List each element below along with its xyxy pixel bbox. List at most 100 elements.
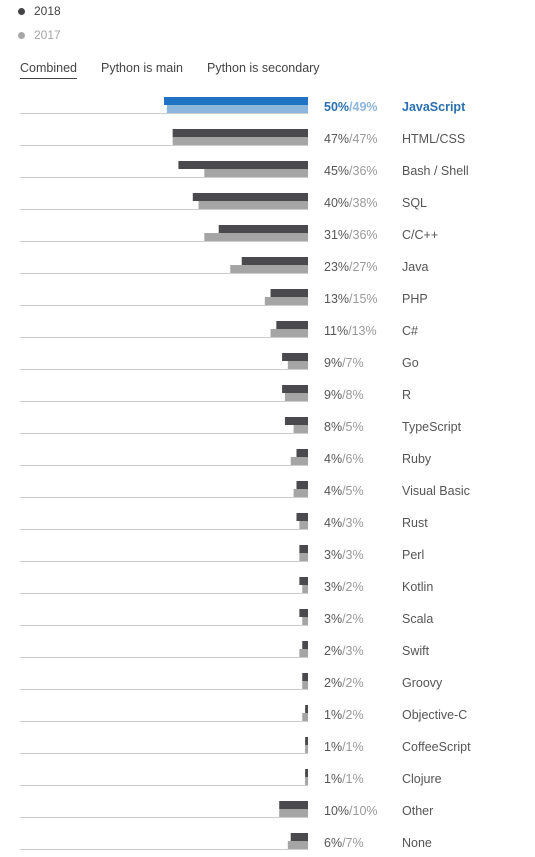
value-label-c: 11%/13% <box>324 324 377 338</box>
bar-2017-html-css <box>172 137 308 145</box>
value-label-bash-shell: 45%/36% <box>324 164 378 178</box>
bar-2017-perl <box>299 553 308 561</box>
bar-2018-go <box>282 353 308 361</box>
legend-item-2018: 2018 <box>18 4 61 18</box>
legend-label-2017: 2017 <box>34 28 61 42</box>
bar-2018-typescript <box>284 417 308 425</box>
value-label-groovy: 2%/2% <box>324 676 364 690</box>
value-label-typescript: 8%/5% <box>324 420 364 434</box>
value-label-php: 13%/15% <box>324 292 378 306</box>
category-label-clojure: Clojure <box>402 772 442 786</box>
bar-2018-php <box>270 289 308 297</box>
value-label-java: 23%/27% <box>324 260 378 274</box>
bar-2018-bash-shell <box>178 161 308 169</box>
bar-2018-javascript <box>164 97 308 105</box>
bar-2017-clojure <box>305 777 308 785</box>
bar-2017-other <box>279 809 308 817</box>
category-label-php: PHP <box>402 292 428 306</box>
category-label-sql: SQL <box>402 196 427 210</box>
tab-python-is-main[interactable]: Python is main <box>101 61 183 75</box>
bar-2018-clojure <box>305 769 308 777</box>
bar-2017-javascript <box>166 105 308 113</box>
category-label-c-c: C/C++ <box>402 228 438 242</box>
category-label-none: None <box>402 836 432 850</box>
category-label-java: Java <box>402 260 428 274</box>
bar-2017-r <box>284 393 308 401</box>
bar-2017-swift <box>299 649 308 657</box>
bar-2017-c-c <box>204 233 308 241</box>
legend-dot-icon <box>18 7 25 15</box>
category-label-ruby: Ruby <box>402 452 432 466</box>
tab-python-is-secondary[interactable]: Python is secondary <box>207 61 320 75</box>
bar-2018-c <box>276 321 308 329</box>
category-label-go: Go <box>402 356 419 370</box>
value-label-javascript: 50%/49% <box>324 100 378 114</box>
bar-2017-typescript <box>293 425 308 433</box>
bar-2017-php <box>264 297 308 305</box>
bar-2018-objective-c <box>305 705 308 713</box>
value-label-go: 9%/7% <box>324 356 364 370</box>
value-label-perl: 3%/3% <box>324 548 364 562</box>
bar-2017-go <box>287 361 308 369</box>
bar-2017-coffeescript <box>305 745 308 753</box>
category-label-rust: Rust <box>402 516 428 530</box>
category-label-scala: Scala <box>402 612 433 626</box>
bar-2018-swift <box>302 641 308 649</box>
category-label-groovy: Groovy <box>402 676 443 690</box>
category-label-c: C# <box>402 324 418 338</box>
bar-2017-java <box>230 265 308 273</box>
bar-2018-visual-basic <box>296 481 308 489</box>
value-label-ruby: 4%/6% <box>324 452 364 466</box>
value-label-c-c: 31%/36% <box>324 228 378 242</box>
bar-2017-groovy <box>302 681 308 689</box>
value-label-kotlin: 3%/2% <box>324 580 364 594</box>
bar-2017-objective-c <box>302 713 308 721</box>
category-label-swift: Swift <box>402 644 430 658</box>
value-label-none: 6%/7% <box>324 836 364 850</box>
category-label-perl: Perl <box>402 548 424 562</box>
value-label-rust: 4%/3% <box>324 516 364 530</box>
category-label-bash-shell: Bash / Shell <box>402 164 469 178</box>
value-label-scala: 3%/2% <box>324 612 364 626</box>
bar-2017-c <box>270 329 308 337</box>
bar-2018-kotlin <box>299 577 308 585</box>
bar-2018-java <box>241 257 308 265</box>
category-label-visual-basic: Visual Basic <box>402 484 470 498</box>
bar-2017-visual-basic <box>293 489 308 497</box>
bar-2017-none <box>287 841 308 849</box>
category-label-typescript: TypeScript <box>402 420 462 434</box>
value-label-coffeescript: 1%/1% <box>324 740 364 754</box>
bar-2018-groovy <box>302 673 308 681</box>
category-label-other: Other <box>402 804 433 818</box>
category-label-coffeescript: CoffeeScript <box>402 740 471 754</box>
bar-2017-sql <box>198 201 308 209</box>
bar-2018-html-css <box>172 129 308 137</box>
value-label-visual-basic: 4%/5% <box>324 484 364 498</box>
bar-2017-bash-shell <box>204 169 308 177</box>
value-label-clojure: 1%/1% <box>324 772 364 786</box>
value-label-html-css: 47%/47% <box>324 132 378 146</box>
legend-item-2017: 2017 <box>18 28 61 42</box>
category-label-html-css: HTML/CSS <box>402 132 465 146</box>
value-label-objective-c: 1%/2% <box>324 708 364 722</box>
value-label-sql: 40%/38% <box>324 196 378 210</box>
bar-2017-scala <box>302 617 308 625</box>
bar-2018-coffeescript <box>305 737 308 745</box>
bar-2017-rust <box>299 521 308 529</box>
bar-2018-other <box>279 801 308 809</box>
category-label-objective-c: Objective-C <box>402 708 467 722</box>
bar-2018-ruby <box>296 449 308 457</box>
bar-2018-perl <box>299 545 308 553</box>
value-label-other: 10%/10% <box>324 804 378 818</box>
legend-dot-icon <box>18 31 25 39</box>
category-label-javascript: JavaScript <box>402 100 466 114</box>
bar-2018-sql <box>192 193 308 201</box>
tab-combined[interactable]: Combined <box>20 61 77 79</box>
value-label-r: 9%/8% <box>324 388 364 402</box>
value-label-swift: 2%/3% <box>324 644 364 658</box>
bar-2018-c-c <box>218 225 308 233</box>
category-label-r: R <box>402 388 411 402</box>
bar-2018-rust <box>296 513 308 521</box>
bar-2018-none <box>290 833 308 841</box>
